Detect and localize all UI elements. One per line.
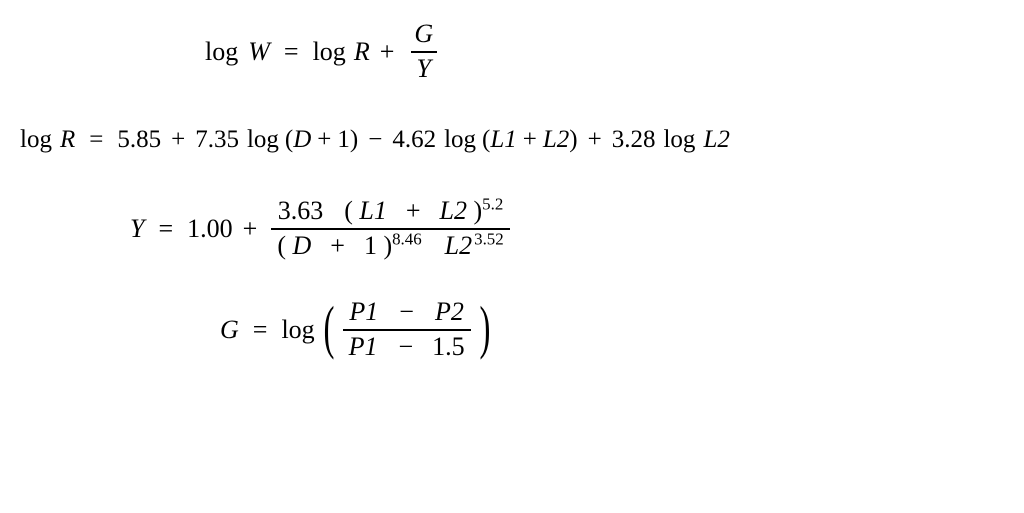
const-4-62: 4.62 <box>392 125 436 155</box>
var-l2: L2 <box>543 125 569 155</box>
equations-page: log W = log R + G Y log R = 5.85 + 7.35 … <box>0 0 1024 513</box>
var-g: G <box>220 314 239 345</box>
equation-3: Y = 1.00 + 3.63 ( L1 + L2 )5.2 ( D + <box>130 195 1004 262</box>
var-p2: P2 <box>435 297 464 326</box>
plus-sign: + <box>523 125 537 155</box>
left-paren: ( <box>277 231 286 260</box>
log-token: log <box>313 36 346 67</box>
const-1: 1 <box>364 231 377 260</box>
var-p1: P1 <box>349 297 378 326</box>
left-paren: ( <box>285 125 293 155</box>
plus-sign: + <box>243 213 258 244</box>
var-l1: L1 <box>359 196 386 225</box>
right-paren: ) <box>474 196 483 225</box>
plus-sign: + <box>380 36 395 67</box>
big-right-paren: ) <box>479 304 490 352</box>
exp-8-46: 8.46 <box>392 229 422 248</box>
plus-sign: + <box>588 125 602 155</box>
right-paren: ) <box>383 231 392 260</box>
plus-sign: + <box>317 125 331 155</box>
equation-1: log W = log R + G Y <box>205 18 1004 85</box>
var-r: R <box>354 36 370 67</box>
const-1-00: 1.00 <box>187 213 233 244</box>
equation-4: G = log ( P1 − P2 P1 − 1.5 ) <box>220 296 1004 363</box>
var-d: D <box>292 231 311 260</box>
var-g: G <box>414 19 433 48</box>
equation-2: log R = 5.85 + 7.35 log ( D + 1 ) − 4.62… <box>20 125 1004 155</box>
fraction-eq4: P1 − P2 P1 − 1.5 <box>343 296 471 363</box>
plus-sign: + <box>330 231 345 260</box>
var-r: R <box>60 125 75 155</box>
log-token: log <box>20 125 52 155</box>
plus-sign: + <box>171 125 185 155</box>
const-3-63: 3.63 <box>278 196 324 225</box>
var-l2: L2 <box>440 196 467 225</box>
var-l2: L2 <box>445 231 472 260</box>
equals-sign: = <box>284 36 299 67</box>
const-5-85: 5.85 <box>117 125 161 155</box>
equals-sign: = <box>158 213 173 244</box>
var-y: Y <box>130 213 144 244</box>
const-7-35: 7.35 <box>195 125 239 155</box>
const-1: 1 <box>337 125 350 155</box>
const-1-5: 1.5 <box>432 332 465 361</box>
var-p1: P1 <box>349 332 378 361</box>
equals-sign: = <box>253 314 268 345</box>
var-l2: L2 <box>703 125 729 155</box>
plus-sign: + <box>406 196 421 225</box>
right-paren: ) <box>350 125 358 155</box>
fraction-g-over-y: G Y <box>408 18 439 85</box>
fraction-eq3: 3.63 ( L1 + L2 )5.2 ( D + 1 )8.46 L23.52 <box>271 195 509 262</box>
log-token: log <box>663 125 695 155</box>
const-3-28: 3.28 <box>612 125 656 155</box>
right-paren: ) <box>569 125 577 155</box>
log-token: log <box>247 125 279 155</box>
var-y: Y <box>417 54 431 83</box>
exp-5-2: 5.2 <box>482 194 503 213</box>
minus-sign: − <box>368 125 382 155</box>
left-paren: ( <box>344 196 353 225</box>
var-l1: L1 <box>490 125 516 155</box>
log-token: log <box>281 314 314 345</box>
exp-3-52: 3.52 <box>474 229 504 248</box>
log-token: log <box>205 36 238 67</box>
log-token: log <box>444 125 476 155</box>
var-w: W <box>248 36 270 67</box>
equals-sign: = <box>89 125 103 155</box>
minus-sign: − <box>399 297 414 326</box>
minus-sign: − <box>399 332 414 361</box>
big-left-paren: ( <box>323 304 334 352</box>
var-d: D <box>293 125 311 155</box>
